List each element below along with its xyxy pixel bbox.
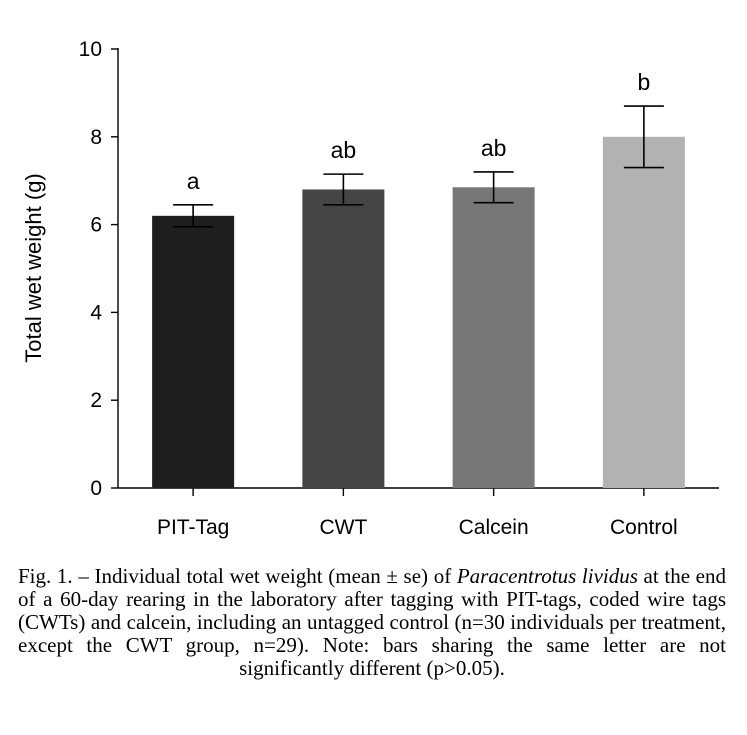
caption-lead: Fig. 1. – Individual total wet weight (m… xyxy=(18,564,457,588)
bar-control xyxy=(602,136,685,489)
y-tick-label: 4 xyxy=(90,301,102,324)
y-tick-label: 0 xyxy=(90,477,102,500)
y-tick-label: 10 xyxy=(79,38,102,61)
error-bar xyxy=(323,173,364,206)
error-bar xyxy=(473,171,514,204)
x-tick-label: CWT xyxy=(319,516,367,539)
y-axis: 0 2 4 6 8 10 xyxy=(79,38,119,500)
bars: a ab ab b xyxy=(152,69,685,489)
x-tick-label: Control xyxy=(610,516,678,539)
bar-pit-tag xyxy=(152,215,235,488)
significance-letter: ab xyxy=(481,135,507,161)
error-bar xyxy=(623,105,664,169)
figure-caption: Fig. 1. – Individual total wet weight (m… xyxy=(18,565,726,680)
significance-letter: a xyxy=(187,168,200,194)
caption-rest: at the end of a 60-day rearing in the la… xyxy=(18,564,726,680)
x-tick-label: PIT-Tag xyxy=(157,516,229,539)
x-axis: PIT-Tag CWT Calcein Control xyxy=(118,487,719,539)
bar-cwt xyxy=(302,189,385,489)
x-tick-label: Calcein xyxy=(459,516,529,539)
significance-letter: ab xyxy=(331,137,357,163)
significance-letter: b xyxy=(637,69,650,95)
y-tick-label: 6 xyxy=(90,214,102,237)
y-tick-label: 2 xyxy=(90,389,102,412)
y-tick-label: 8 xyxy=(90,126,102,149)
y-axis-label: Total wet weight (g) xyxy=(21,173,46,363)
bar-calcein xyxy=(452,187,535,488)
error-bar xyxy=(173,204,214,228)
caption-species: Paracentrotus lividus xyxy=(456,564,638,588)
